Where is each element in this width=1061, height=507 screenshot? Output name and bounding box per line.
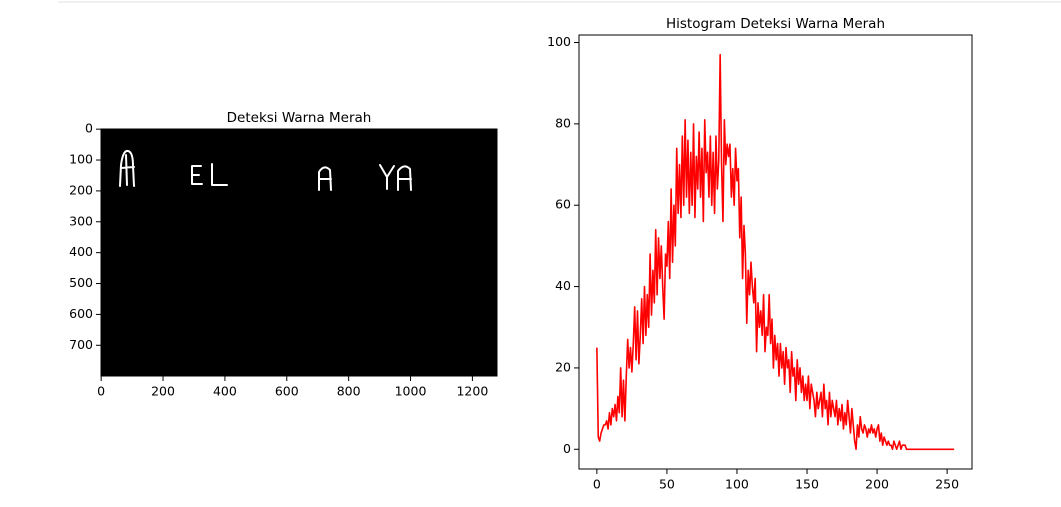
y-tick-label: 0 bbox=[563, 441, 571, 456]
x-tick-label: 250 bbox=[935, 477, 959, 492]
x-tick-label: 0 bbox=[593, 477, 601, 492]
histogram-line bbox=[596, 53, 955, 451]
axes-frame bbox=[578, 34, 973, 470]
y-tick-label: 500 bbox=[69, 275, 93, 290]
y-tick-label: 200 bbox=[69, 182, 93, 197]
y-tick-label: 40 bbox=[555, 278, 571, 293]
y-tick-label: 0 bbox=[85, 121, 93, 136]
y-tick-label: 600 bbox=[69, 306, 93, 321]
x-tick-label: 800 bbox=[337, 384, 361, 399]
x-tick-label: 100 bbox=[725, 477, 749, 492]
chart-title: Deteksi Warna Merah bbox=[227, 110, 372, 126]
stroke-a bbox=[119, 149, 135, 187]
y-tick-label: 80 bbox=[555, 115, 571, 130]
stroke-e bbox=[191, 165, 203, 185]
x-tick-label: 1000 bbox=[395, 384, 427, 399]
x-tick-label: 200 bbox=[151, 384, 175, 399]
x-tick-label: 0 bbox=[97, 384, 105, 399]
stroke-a bbox=[397, 165, 412, 191]
stroke-y bbox=[379, 164, 395, 190]
y-tick-label: 20 bbox=[555, 359, 571, 374]
x-tick-label: 400 bbox=[213, 384, 237, 399]
chart-title: Histogram Deteksi Warna Merah bbox=[666, 16, 885, 32]
y-tick-label: 100 bbox=[69, 152, 93, 167]
x-tick-label: 600 bbox=[275, 384, 299, 399]
x-tick-label: 50 bbox=[659, 477, 675, 492]
x-tick-label: 1200 bbox=[456, 384, 488, 399]
y-tick-label: 300 bbox=[69, 213, 93, 228]
y-tick-label: 100 bbox=[547, 34, 571, 49]
image bbox=[101, 129, 497, 376]
y-tick-label: 700 bbox=[69, 337, 93, 352]
x-tick-label: 200 bbox=[865, 477, 889, 492]
y-tick-label: 400 bbox=[69, 244, 93, 259]
stroke-l bbox=[211, 163, 228, 186]
x-tick-label: 150 bbox=[795, 477, 819, 492]
y-tick-label: 60 bbox=[555, 197, 571, 212]
stroke-a bbox=[318, 166, 332, 191]
image-strokes bbox=[119, 149, 412, 191]
